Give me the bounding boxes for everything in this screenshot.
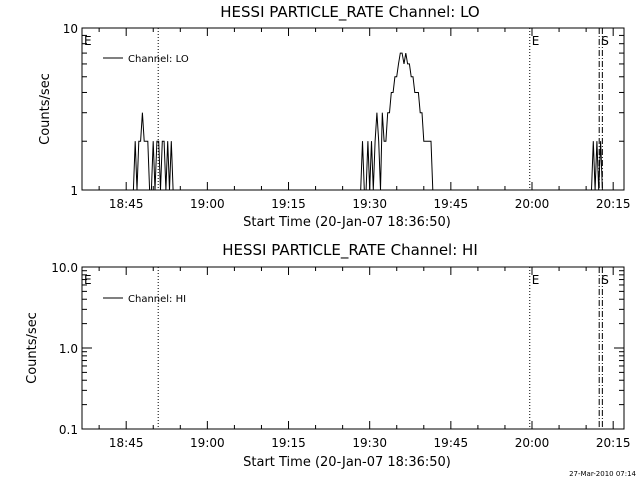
lo-x-tick-label: 19:15 bbox=[271, 197, 306, 211]
lo-event-marker-label: E bbox=[84, 34, 92, 48]
generation-timestamp: 27-Mar-2010 07:14 bbox=[569, 470, 636, 478]
lo-y-axis: 1 10 bbox=[63, 22, 624, 198]
hi-y-tick-label: 1.0 bbox=[59, 342, 78, 356]
lo-x-tick-label: 19:45 bbox=[434, 197, 469, 211]
hi-legend-label: Channel: HI bbox=[128, 294, 186, 305]
lo-x-axis: 18:45 19:00 19:15 19:30 19:45 20:00 20:15 bbox=[98, 28, 631, 211]
hi-x-axis: 18:45 19:00 19:15 19:30 19:45 20:00 20:15 bbox=[98, 267, 631, 450]
hi-x-tick-label: 19:00 bbox=[190, 436, 225, 450]
lo-chart-title: HESSI PARTICLE_RATE Channel: LO bbox=[220, 3, 479, 22]
lo-x-tick-label: 18:45 bbox=[109, 197, 144, 211]
lo-x-tick-label: 19:30 bbox=[352, 197, 387, 211]
hi-panel: HESSI PARTICLE_RATE Channel: HI 18:45 19:… bbox=[25, 241, 630, 470]
hi-x-tick-label: 19:30 bbox=[352, 436, 387, 450]
hi-chart-title: HESSI PARTICLE_RATE Channel: HI bbox=[222, 241, 478, 260]
lo-legend-label: Channel: LO bbox=[128, 54, 189, 65]
hi-event-marker-label: E bbox=[84, 273, 92, 287]
hi-x-tick-label: 20:00 bbox=[515, 436, 550, 450]
lo-panel: HESSI PARTICLE_RATE Channel: LO 18:45 19:… bbox=[38, 3, 630, 230]
hi-y-tick-label: 10.0 bbox=[51, 261, 78, 275]
lo-x-tick-label: 20:00 bbox=[515, 197, 550, 211]
hi-y-tick-label: 0.1 bbox=[59, 423, 78, 437]
lo-x-axis-label: Start Time (20-Jan-07 18:36:50) bbox=[243, 215, 451, 230]
hi-event-marker-label: S bbox=[601, 273, 609, 287]
lo-y-tick-label: 10 bbox=[63, 22, 78, 36]
hi-x-tick-label: 19:15 bbox=[271, 436, 306, 450]
lo-series-line bbox=[131, 52, 605, 191]
hi-y-axis: 0.1 1.0 10.0 bbox=[51, 261, 624, 437]
hi-x-tick-label: 20:15 bbox=[596, 436, 631, 450]
hi-y-axis-label: Counts/sec bbox=[25, 312, 40, 384]
hi-x-tick-label: 18:45 bbox=[109, 436, 144, 450]
lo-x-tick-label: 20:15 bbox=[596, 197, 631, 211]
hi-x-axis-label: Start Time (20-Jan-07 18:36:50) bbox=[243, 455, 451, 470]
lo-x-tick-label: 19:00 bbox=[190, 197, 225, 211]
hi-event-marker-label: E bbox=[532, 273, 540, 287]
lo-event-marker-label: E bbox=[532, 34, 540, 48]
lo-event-marker-label: S bbox=[601, 34, 609, 48]
lo-y-tick-label: 1 bbox=[70, 184, 78, 198]
lo-y-axis-label: Counts/sec bbox=[38, 73, 53, 145]
hi-x-tick-label: 19:45 bbox=[434, 436, 469, 450]
